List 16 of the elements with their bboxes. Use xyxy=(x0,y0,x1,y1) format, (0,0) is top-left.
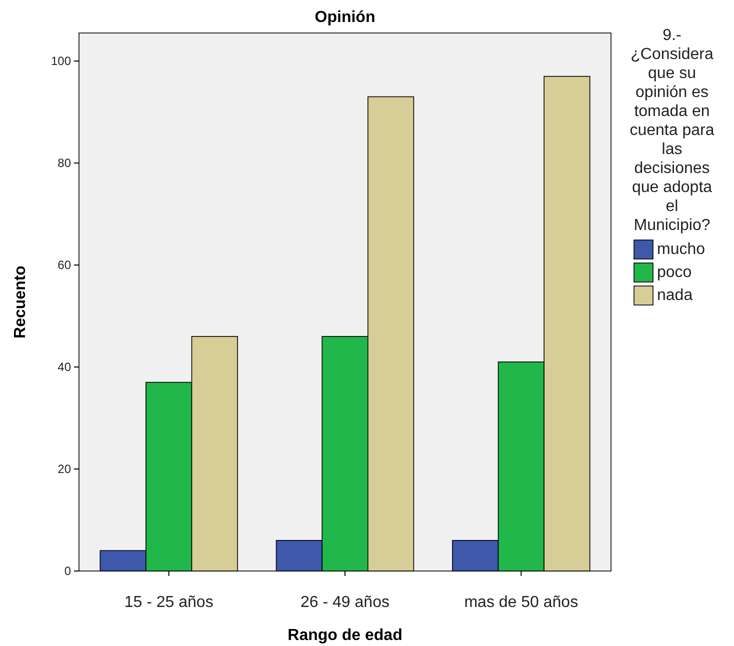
y-tick-label: 100 xyxy=(50,54,72,68)
legend-label: poco xyxy=(657,264,692,281)
y-tick-label: 40 xyxy=(58,360,72,374)
y-tick-label: 60 xyxy=(58,258,72,272)
x-tick-label: mas de 50 años xyxy=(464,594,578,611)
y-tick-label: 80 xyxy=(58,156,72,170)
x-tick-label: 26 - 49 años xyxy=(300,594,390,611)
text: 9.- ¿Considera que su opinión es tomada en cuenta para las decisiones que adopta el Municipio? xyxy=(630,27,714,234)
x-tick-label: 15 - 25 años xyxy=(124,594,214,611)
legend-label: mucho xyxy=(657,241,706,258)
y-axis-title: Recuento xyxy=(12,265,29,338)
y-tick-label: 0 xyxy=(64,564,72,578)
legend-label: nada xyxy=(657,287,693,304)
y-tick-label: 20 xyxy=(58,462,72,476)
x-axis-title: Rango de edad xyxy=(288,627,402,644)
chart-title: Opinión xyxy=(314,9,376,26)
